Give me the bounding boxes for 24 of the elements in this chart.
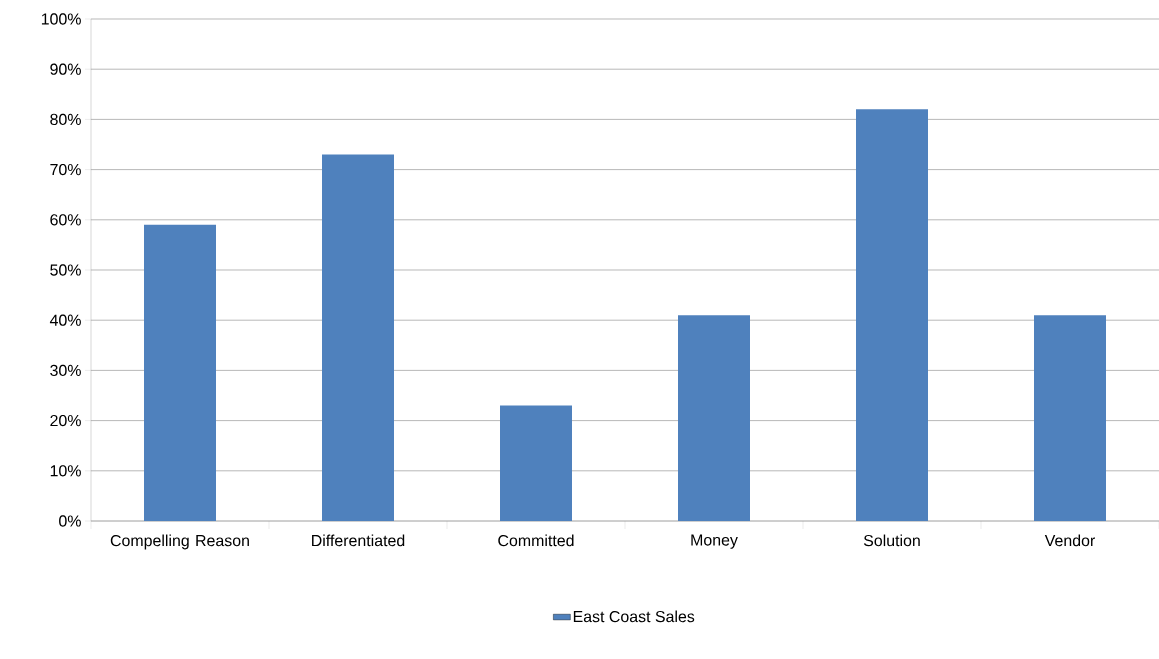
- y-tick-label: 80%: [50, 113, 81, 126]
- y-tick-label: 0%: [59, 515, 81, 527]
- x-tick-label: Differentiated: [312, 534, 405, 547]
- legend-label: East Coast Sales: [573, 610, 695, 623]
- y-tick-label: 40%: [49, 314, 81, 326]
- bar: [500, 405, 572, 521]
- y-tick-label: 50%: [50, 264, 81, 276]
- y-tick-label: 30%: [50, 364, 81, 377]
- bar: [322, 154, 394, 521]
- bar: [856, 109, 928, 521]
- y-tick-label: 20%: [50, 414, 81, 427]
- bar: [678, 315, 750, 521]
- y-tick-label: 60%: [50, 214, 81, 226]
- x-tick-label: Money: [691, 534, 738, 549]
- bar: [1034, 315, 1106, 521]
- x-tick-label: Vendor: [1044, 534, 1095, 547]
- y-tick-label: 100%: [41, 13, 81, 25]
- y-tick-label: 90%: [50, 63, 81, 75]
- y-tick-label: 10%: [50, 465, 81, 477]
- y-tick-label: 70%: [50, 163, 81, 176]
- x-tick-label: Compelling Reason: [110, 534, 249, 550]
- x-tick-label: Solution: [863, 534, 920, 547]
- bar: [144, 224, 216, 521]
- x-tick-label: Committed: [498, 534, 574, 547]
